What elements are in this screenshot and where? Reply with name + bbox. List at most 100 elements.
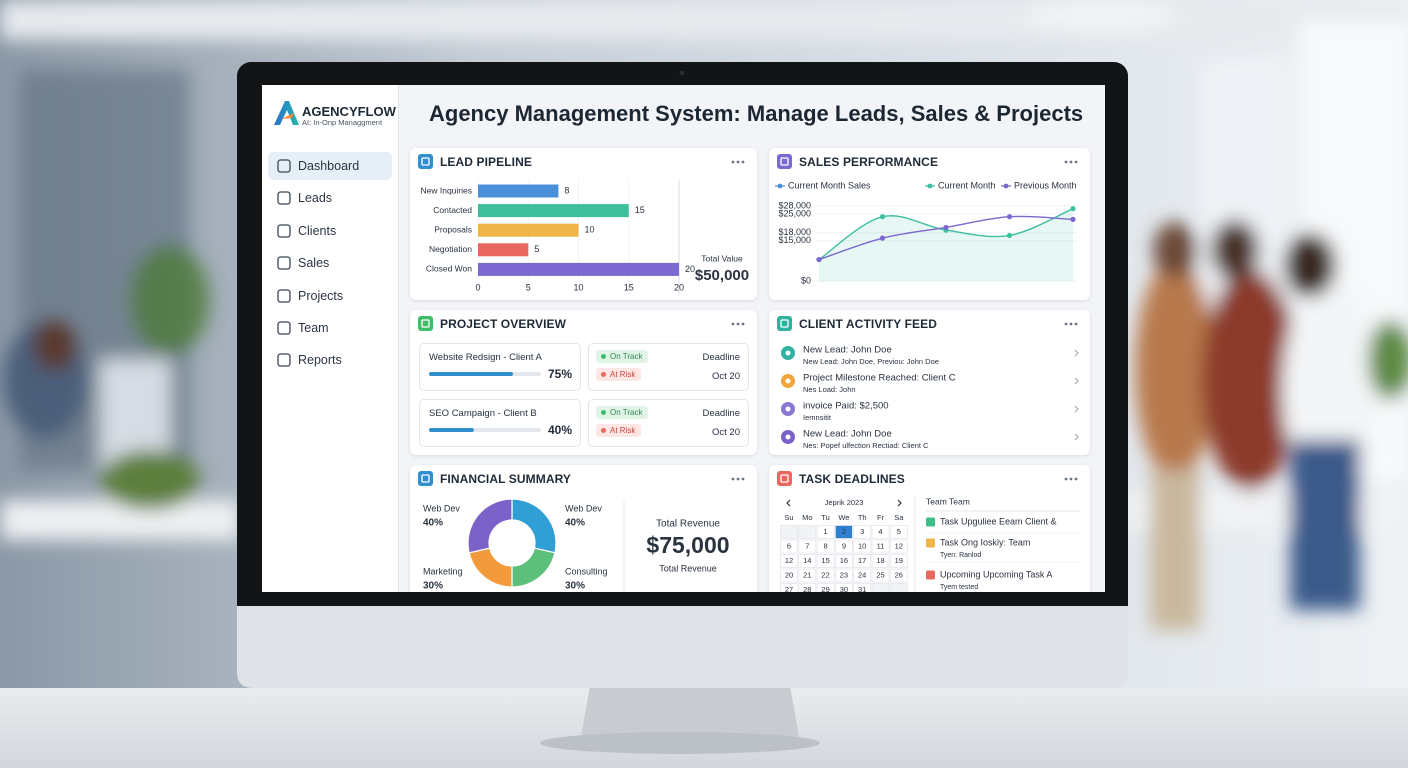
calendar-cell[interactable]	[835, 583, 853, 593]
status-dot	[601, 410, 606, 415]
calendar-cell[interactable]	[889, 525, 908, 539]
panel-title: LEAD PIPELINE	[440, 155, 532, 169]
task-title: Task Ong Ioskiy: Team	[940, 537, 1030, 547]
y-tick-label: $28,000	[778, 200, 811, 210]
calendar-cell[interactable]	[798, 539, 817, 554]
nav-item[interactable]: Dashboard	[268, 152, 392, 180]
calendar-prev[interactable]	[786, 499, 791, 507]
deadline: Oct 20	[712, 371, 740, 382]
calendar-cell[interactable]	[871, 554, 890, 568]
calendar-cell[interactable]	[889, 554, 908, 568]
panel-canvas: $0 $15,000$18,000 $25,000$28,000 Current Mo…	[775, 154, 1078, 285]
calendar-cell[interactable]	[871, 539, 890, 554]
panel-icon-glyph	[780, 319, 789, 328]
calendar-cell[interactable]	[853, 583, 872, 593]
value-label: 20	[685, 264, 695, 274]
status-pill: At Risk	[596, 368, 642, 381]
task-swatch	[926, 517, 935, 527]
calendar-cell[interactable]	[853, 525, 872, 539]
panel-menu-dot	[736, 322, 740, 326]
panel-title: SALES PERFORMANCE	[799, 155, 939, 169]
panel-menu-dot	[1069, 322, 1073, 326]
calendar-cell[interactable]	[798, 583, 817, 593]
y-tick-label: $15,000	[778, 235, 811, 245]
calendar-day: 20	[785, 570, 793, 579]
panel: Jeprik 2023 Su Mo Tu We Th Fr Sa 1 2 3 4 5 6 7 8 9 10 11 12…	[769, 465, 1090, 592]
calendar-cell[interactable]	[835, 568, 853, 583]
status-dot	[601, 354, 606, 359]
pie-slice	[511, 547, 556, 588]
area	[819, 208, 1073, 281]
calendar-day: 12	[785, 556, 793, 565]
panel-icon-glyph	[421, 319, 430, 328]
calendar-day: 1	[824, 527, 828, 536]
chevron	[1074, 349, 1079, 357]
progress-label: 75%	[547, 367, 572, 381]
calendar-cell[interactable]	[853, 539, 872, 554]
activity-icon-glyph	[785, 350, 791, 356]
weekday: Tu	[821, 513, 829, 522]
sidebar: AGENCYFLOW AI: In-Onp Managgment Dashboa…	[262, 85, 399, 592]
nav-item[interactable]: Reports	[268, 346, 392, 374]
progress-bar	[429, 372, 513, 376]
calendar-cell[interactable]	[871, 568, 890, 583]
legend-label: Current Month Sales	[788, 180, 871, 190]
calendar-cell[interactable]	[889, 568, 908, 583]
calendar-cell[interactable]	[816, 554, 835, 568]
calendar-next[interactable]	[897, 499, 902, 507]
calendar-cell[interactable]	[816, 525, 835, 539]
calendar-cell[interactable]	[816, 583, 835, 593]
slice-label: Consulting	[565, 566, 608, 576]
calendar-cell[interactable]	[853, 568, 872, 583]
legend-marker	[927, 183, 933, 189]
calendar-cell[interactable]	[835, 539, 853, 554]
nav-item[interactable]: Sales	[268, 249, 392, 277]
total-label: Total Value	[701, 253, 743, 263]
panel-icon	[777, 154, 792, 169]
calendar-cell[interactable]	[780, 554, 798, 568]
total-caption: Total Revenue	[659, 563, 717, 573]
calendar-cell[interactable]	[835, 525, 853, 539]
calendar-cell[interactable]	[780, 583, 798, 593]
calendar-day: 9	[842, 541, 846, 550]
calendar-cell[interactable]	[798, 554, 817, 568]
bar	[478, 223, 579, 237]
panel-menu-dot	[736, 477, 740, 481]
point	[1006, 232, 1013, 239]
panel: $0 $15,000 $18,000 $25,000 $28,000 Current Mo…	[769, 148, 1090, 300]
activity-title: New Lead: John Doe	[803, 345, 892, 356]
calendar-cell[interactable]	[798, 568, 817, 583]
nav-icon-shape	[277, 224, 291, 238]
nav-item[interactable]: Projects	[268, 282, 392, 310]
calendar-day: 24	[858, 570, 866, 579]
panel: 0 5 10 15 20 New Inquiries 8 Contacted 15 Proposa…	[410, 148, 757, 300]
calendar-cell[interactable]	[889, 539, 908, 554]
deadline-label: Deadline	[702, 352, 741, 363]
calendar-cell[interactable]	[835, 554, 853, 568]
x-tick-label: 0	[475, 282, 480, 292]
calendar-cell[interactable]	[816, 539, 835, 554]
weekday: Fr	[877, 513, 885, 522]
calendar-cell[interactable]	[853, 554, 872, 568]
calendar-cell[interactable]	[871, 525, 890, 539]
progress-bar	[429, 428, 474, 432]
nav-item[interactable]: Team	[268, 314, 392, 342]
nav-item[interactable]: Clients	[268, 217, 392, 245]
brand-name: AGENCYFLOW	[302, 104, 396, 119]
chevron	[1074, 377, 1079, 385]
bar	[478, 262, 679, 276]
calendar-cell	[798, 525, 817, 539]
slice-label: Web Dev	[423, 503, 460, 513]
nav-icon-shape	[277, 159, 291, 173]
nav-item[interactable]: Leads	[268, 184, 392, 212]
project-card: Website Redsign - Client A 75%	[419, 343, 581, 391]
panel-title: TASK DEADLINES	[799, 472, 905, 486]
calendar-cell[interactable]	[780, 539, 798, 554]
calendar-cell[interactable]	[780, 568, 798, 583]
nav-icon-shape	[277, 191, 291, 206]
bar	[478, 243, 529, 257]
legend-marker	[1003, 183, 1009, 189]
total-label: Total Revenue	[656, 519, 720, 530]
calendar-cell[interactable]	[816, 568, 835, 583]
